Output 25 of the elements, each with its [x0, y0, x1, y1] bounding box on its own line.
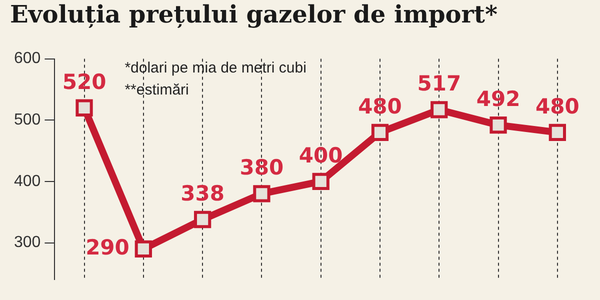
data-label: 290	[86, 235, 130, 260]
point	[430, 101, 448, 118]
point	[548, 124, 566, 141]
data-label: 338	[180, 181, 224, 206]
data-label: 520	[62, 70, 106, 94]
y-tick-label: 300	[14, 234, 41, 252]
point	[76, 99, 93, 116]
annotation: *dolari pe mia de metri cubi	[124, 59, 306, 76]
data-label: 480	[358, 94, 402, 118]
annotation: **estimări	[124, 81, 189, 98]
chart-title: Evoluția prețului gazelor de import*	[10, 0, 498, 29]
data-label: 400	[298, 143, 343, 168]
data-label: 492	[476, 86, 520, 111]
data-label: 380	[240, 156, 284, 180]
y-tick-label: 600	[14, 50, 41, 68]
point	[134, 240, 152, 258]
y-tick-label: 400	[14, 172, 41, 190]
point	[490, 116, 507, 134]
point	[371, 124, 389, 141]
data-label: 517	[417, 72, 462, 96]
y-tick-label: 500	[14, 112, 41, 129]
point	[312, 172, 330, 190]
data-label: 480	[536, 94, 580, 118]
point	[253, 185, 270, 202]
point	[194, 210, 212, 228]
